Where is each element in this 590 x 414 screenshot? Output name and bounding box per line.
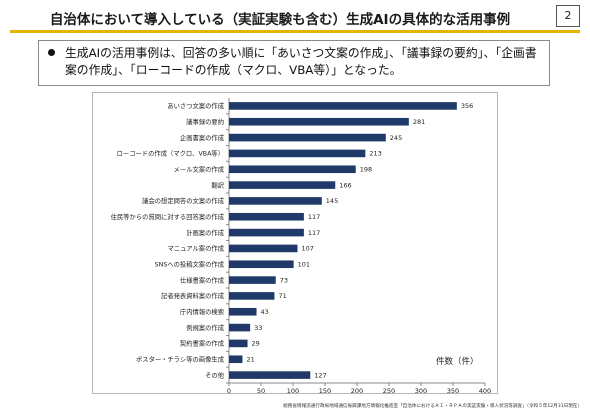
- data-label: 281: [413, 118, 425, 126]
- data-label: 117: [308, 213, 320, 221]
- bar: [229, 165, 356, 174]
- category-label: 住民等からの質問に対する回答案の作成: [111, 212, 225, 221]
- bar: [229, 292, 275, 300]
- bar: [229, 323, 251, 332]
- category-label: 議事録の要約: [186, 117, 224, 126]
- data-label: 29: [252, 340, 260, 348]
- x-tick-label: 250: [383, 387, 395, 395]
- data-label: 21: [246, 356, 254, 364]
- x-tick-label: 50: [257, 387, 265, 395]
- category-label: 計画案の作成: [186, 228, 224, 237]
- summary-text: 生成AIの活用事例は、回答の多い順に「あいさつ文案の作成」、「議事録の要約」、「…: [65, 46, 537, 77]
- data-label: 33: [254, 324, 262, 332]
- bar: [229, 355, 243, 364]
- page-number: 2: [556, 5, 580, 27]
- category-label: メール文案の作成: [174, 165, 225, 174]
- category-label: あいさつ文案の作成: [167, 101, 224, 110]
- unit-label: 件数（件）: [436, 357, 479, 367]
- source-note: 総務省情報流通行政局地域通信振興課地方情報化推進室「自治体におけるＡＩ・ＲＰＡの…: [283, 404, 582, 409]
- data-label: 71: [278, 292, 286, 300]
- data-label: 43: [261, 308, 269, 316]
- data-label: 198: [360, 166, 372, 174]
- category-label: 翻訳: [211, 180, 224, 189]
- chart-frame: 0 50 100 150 200 250 300 350 400 あいさつ文案の作成 356 議事録の…: [92, 92, 498, 395]
- x-tick-label: 0: [227, 387, 231, 395]
- category-label: 庁内情報の検索: [180, 307, 224, 316]
- bar: [229, 102, 457, 110]
- bar: [229, 307, 257, 316]
- data-label: 213: [369, 150, 381, 158]
- category-label: 仕様書案の作成: [180, 275, 225, 284]
- category-label: 例規案の作成: [186, 323, 224, 332]
- x-tick-label: 150: [319, 387, 331, 395]
- data-label: 145: [326, 197, 338, 205]
- title-underline: [10, 30, 580, 33]
- bar: [229, 197, 322, 205]
- data-label: 245: [390, 134, 402, 142]
- category-label: マニュアル案の作成: [168, 244, 225, 253]
- category-label: その他: [205, 370, 225, 379]
- x-tick-label: 200: [351, 387, 363, 395]
- data-label: 356: [461, 102, 473, 110]
- data-label: 166: [339, 181, 351, 189]
- data-label: 127: [314, 371, 326, 379]
- category-label: 記者発表資料案の作成: [161, 291, 225, 300]
- category-label: 議会の想定問答の文案の作成: [142, 196, 225, 205]
- slide-title: 自治体において導入している（実証実験も含む）生成AIの具体的な活用事例: [49, 12, 511, 28]
- summary-box: 生成AIの活用事例は、回答の多い順に「あいさつ文案の作成」、「議事録の要約」、「…: [38, 40, 550, 86]
- data-label: 117: [308, 229, 320, 237]
- x-tick-label: 400: [479, 387, 491, 395]
- x-tick-label: 300: [415, 387, 427, 395]
- data-label: 101: [298, 261, 310, 269]
- bar: [229, 117, 409, 126]
- bar: [229, 339, 248, 348]
- category-label: 企画書案の作成: [180, 133, 225, 142]
- category-label: ローコードの作成（マクロ、VBA等）: [117, 149, 224, 158]
- bar: [229, 181, 336, 189]
- category-label: ポスター・チラシ等の画像生成: [136, 355, 225, 364]
- bar: [229, 371, 311, 379]
- bar: [229, 228, 304, 237]
- category-label: SNSへの投稿文案の作成: [155, 260, 225, 269]
- bar: [229, 212, 304, 221]
- bar: [229, 276, 276, 284]
- bar: [229, 244, 298, 253]
- bullet-icon: [48, 49, 55, 56]
- category-label: 契約書案の作成: [180, 339, 225, 348]
- bar: [229, 260, 294, 269]
- bar: [229, 133, 386, 142]
- bar-chart: 0 50 100 150 200 250 300 350 400 あいさつ文案の作成 356 議事録の…: [111, 98, 491, 395]
- x-tick-label: 350: [447, 387, 459, 395]
- x-tick-label: 100: [287, 387, 299, 395]
- data-label: 73: [280, 276, 288, 284]
- bar: [229, 149, 366, 158]
- data-label: 107: [301, 245, 313, 253]
